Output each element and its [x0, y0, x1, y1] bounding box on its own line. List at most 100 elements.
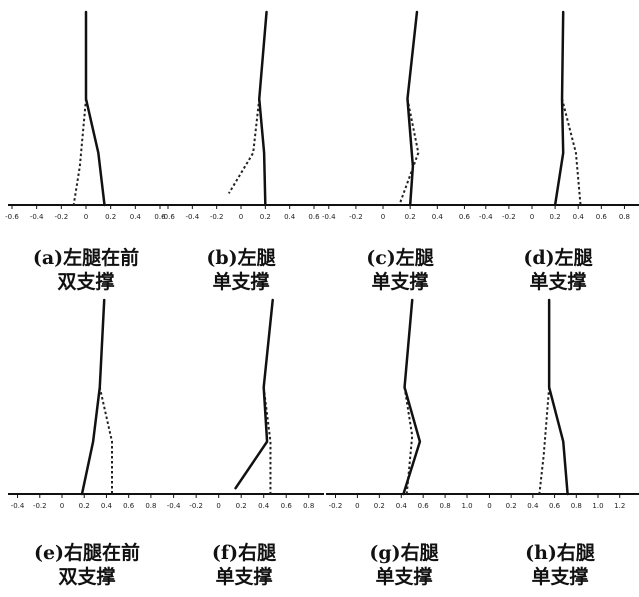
panel-5: -0.4 -0.2 0 0.2 0.4 0.6 0.8: [164, 298, 324, 510]
x-tick-label: 1.2: [614, 502, 625, 510]
x-tick-label: 0.2: [105, 213, 116, 221]
x-tick-label: -0.2: [189, 502, 203, 510]
panel-4: -0.4 -0.2 0 0.2 0.4 0.6 0.8: [8, 298, 166, 510]
solid-leg-line: [553, 10, 565, 207]
x-tick-label: 0.6: [459, 213, 471, 221]
x-tick-label: 0.6: [123, 502, 135, 510]
x-tick-label: -0.2: [54, 213, 68, 221]
x-tick-label: 0.6: [418, 502, 430, 510]
caption-line-1: (e)右腿在前: [33, 542, 141, 564]
x-tick-label: 0: [487, 502, 491, 510]
dashed-leg-line: [72, 98, 87, 206]
panel-caption-0: (a)左腿在前 双支撑: [11, 246, 161, 294]
x-tick-label: -0.2: [33, 502, 47, 510]
dashed-leg-line: [398, 98, 420, 206]
caption-line-1: (g)右腿: [369, 542, 439, 564]
x-tick-label: 0: [530, 213, 534, 221]
x-tick-label: 0.8: [303, 502, 314, 510]
x-tick-label: -0.4: [322, 213, 336, 221]
caption-line-1: (a)左腿在前: [32, 247, 140, 269]
panel-1: -0.6 -0.4 -0.2 0 0.2 0.4 0.6: [161, 10, 320, 221]
x-tick-label: 0.2: [405, 213, 416, 221]
x-tick-label: 0.4: [130, 213, 142, 221]
x-tick-label: 0: [84, 213, 88, 221]
x-tick-label: 0.2: [260, 213, 271, 221]
x-tick-label: 0.4: [573, 213, 585, 221]
x-tick-label: 0.2: [236, 502, 247, 510]
caption-line-2: 单支撑: [371, 271, 429, 293]
solid-leg-line: [84, 10, 106, 207]
caption-line-1: (c)左腿: [366, 247, 434, 269]
caption-line-2: 单支撑: [531, 566, 589, 588]
dashed-leg-line: [538, 387, 551, 495]
x-tick-label: -0.2: [210, 213, 224, 221]
x-tick-label: 0.8: [571, 502, 582, 510]
x-tick-label: 0: [355, 502, 359, 510]
panel-caption-7: (h)右腿 单支撑: [485, 541, 635, 589]
panel-caption-1: (b)左腿 单支撑: [166, 246, 316, 294]
x-tick-label: 1.0: [461, 502, 472, 510]
x-tick-label: 0.4: [396, 502, 408, 510]
x-tick-label: -0.4: [167, 502, 181, 510]
x-tick-label: -0.4: [479, 213, 493, 221]
x-tick-label: -0.2: [349, 213, 363, 221]
panel-0: -0.6 -0.4 -0.2 0 0.2 0.4 0.6: [5, 10, 166, 221]
panel-6: -0.2 0 0.2 0.4 0.6 0.8 1.0: [326, 298, 482, 510]
x-tick-label: 0.2: [550, 213, 561, 221]
x-tick-label: 1.0: [592, 502, 603, 510]
caption-line-1: (h)右腿: [525, 542, 595, 564]
panel-caption-3: (d)左腿 单支撑: [483, 246, 633, 294]
x-tick-label: -0.2: [329, 502, 343, 510]
x-tick-label: 0.8: [619, 213, 630, 221]
x-tick-label: 0.6: [154, 213, 166, 221]
x-tick-label: 0.2: [79, 502, 90, 510]
caption-line-2: 单支撑: [529, 271, 587, 293]
panel-7: 0 0.2 0.4 0.6 0.8 1.0 1.2: [480, 298, 639, 510]
x-tick-label: 0.4: [527, 502, 539, 510]
caption-line-2: 单支撑: [212, 271, 270, 293]
solid-leg-line: [406, 10, 419, 207]
x-tick-label: 0.6: [596, 213, 608, 221]
dashed-leg-line: [403, 387, 414, 495]
x-tick-label: 0.4: [258, 502, 270, 510]
solid-leg-line: [547, 298, 569, 496]
panel-2: -0.4 -0.2 0 0.2 0.4 0.6: [318, 10, 482, 221]
panel-caption-6: (g)右腿 单支撑: [329, 541, 479, 589]
x-tick-label: 0.2: [374, 502, 385, 510]
x-tick-label: 0.8: [145, 502, 156, 510]
caption-line-2: 双支撑: [57, 271, 115, 293]
solid-leg-line: [402, 298, 422, 496]
panel-caption-5: (f)右腿 单支撑: [169, 541, 319, 589]
panel-caption-4: (e)右腿在前 双支撑: [12, 541, 162, 589]
x-tick-label: -0.2: [502, 213, 516, 221]
x-tick-label: -0.6: [161, 213, 175, 221]
x-tick-label: -0.6: [5, 213, 19, 221]
x-tick-label: -0.4: [30, 213, 44, 221]
x-tick-label: 0.6: [308, 213, 320, 221]
dashed-leg-line: [561, 98, 582, 206]
x-tick-label: 0.8: [440, 502, 451, 510]
caption-line-1: (f)右腿: [211, 542, 277, 564]
solid-leg-line: [234, 298, 274, 490]
dashed-leg-line: [98, 387, 113, 494]
x-tick-label: 0.4: [432, 213, 444, 221]
caption-line-2: 单支撑: [215, 566, 273, 588]
x-tick-label: 0: [216, 502, 220, 510]
x-tick-label: -0.4: [185, 213, 199, 221]
caption-line-2: 双支撑: [58, 566, 116, 588]
x-tick-label: 0: [381, 213, 385, 221]
x-tick-label: -0.4: [11, 502, 25, 510]
x-tick-label: 0.4: [284, 213, 296, 221]
solid-leg-line: [258, 10, 268, 207]
x-tick-label: 0.6: [281, 502, 293, 510]
caption-line-2: 单支撑: [375, 566, 433, 588]
x-tick-label: 0.6: [549, 502, 561, 510]
panel-3: -0.4 -0.2 0 0.2 0.4 0.6 0.8: [476, 10, 639, 221]
x-tick-label: 0.2: [506, 502, 517, 510]
caption-line-1: (d)左腿: [523, 247, 593, 269]
x-tick-label: 0: [239, 213, 243, 221]
dashed-leg-line: [227, 98, 261, 194]
panel-caption-2: (c)左腿 单支撑: [325, 246, 475, 294]
caption-line-1: (b)左腿: [206, 247, 276, 269]
